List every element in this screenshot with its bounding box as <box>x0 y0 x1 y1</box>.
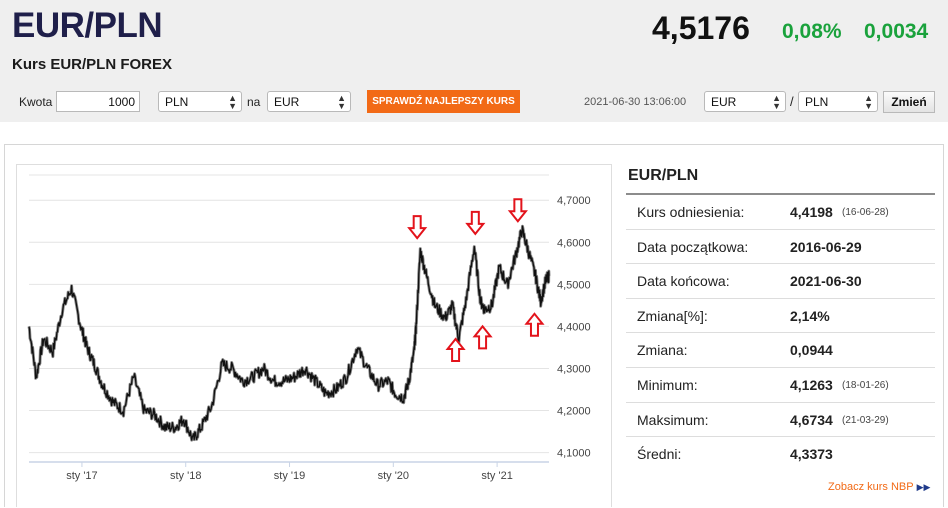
stats-value: 4,1263 <box>790 376 833 393</box>
y-tick-label: 4,2000 <box>557 406 591 418</box>
stats-value: 2,14% <box>790 307 830 324</box>
quote-timestamp: 2021-06-30 13:06:00 <box>584 96 687 108</box>
y-tick-label: 4,6000 <box>557 237 591 249</box>
stats-label: Data początkowa: <box>637 238 749 255</box>
y-tick-label: 4,3000 <box>557 363 591 375</box>
nbp-rate-link[interactable]: Zobacz kurs NBP ▶▶ <box>828 481 930 493</box>
pair-base-select[interactable]: EUR ▲ ▼ <box>704 91 786 112</box>
current-rate: 4,5176 <box>652 10 750 46</box>
nbp-link-label: Zobacz kurs NBP <box>828 481 914 493</box>
select-arrows-icon: ▲ ▼ <box>772 93 781 111</box>
stats-table: Kurs odniesienia: 4,4198 (16-06-28) Data po… <box>626 195 935 472</box>
amount-label: Kwota <box>19 95 53 109</box>
change-percent: 0,08% <box>782 20 842 43</box>
pair-quote-select[interactable]: PLN ▲ ▼ <box>798 91 878 112</box>
stats-label: Maksimum: <box>637 411 709 428</box>
stats-row: Minimum: 4,1263 (18-01-26) <box>626 368 935 403</box>
select-arrows-icon: ▲ ▼ <box>228 93 237 111</box>
up-arrow-icon <box>445 337 466 363</box>
to-label: na <box>247 95 261 109</box>
up-arrow-icon <box>472 324 493 350</box>
pair-separator: / <box>790 94 794 109</box>
y-tick-label: 4,7000 <box>557 195 591 207</box>
stats-row: Data początkowa: 2016-06-29 <box>626 230 935 265</box>
stats-value: 4,3373 <box>790 446 833 463</box>
from-currency-value: PLN <box>165 95 189 109</box>
select-arrows-icon: ▲ ▼ <box>337 93 346 111</box>
stats-value: 0,0944 <box>790 342 833 359</box>
stats-label: Data końcowa: <box>637 273 730 290</box>
to-currency-select[interactable]: EUR ▲ ▼ <box>267 91 351 112</box>
change-pair-button[interactable]: Zmień <box>883 91 935 113</box>
series-line-shadow <box>27 224 551 442</box>
stats-row: Średni: 4,3373 <box>626 437 935 472</box>
stats-row: Data końcowa: 2021-06-30 <box>626 264 935 299</box>
best-rate-button[interactable]: SPRAWDŹ NAJLEPSZY KURS <box>367 90 520 113</box>
series-line <box>28 225 550 441</box>
stats-date: (18-01-26) <box>842 379 889 391</box>
stats-date: (21-03-29) <box>842 414 889 426</box>
up-arrow-icon <box>524 312 545 337</box>
content-panel <box>4 144 944 507</box>
chart-canvas: 4,7000 4,6000 4,5000 4,4000 4,3000 4,2000 4,10… <box>27 174 591 482</box>
x-tick-label: sty '17 <box>66 470 97 482</box>
stats-label: Kurs odniesienia: <box>637 204 745 220</box>
x-tick-label: sty '19 <box>274 470 305 482</box>
change-absolute: 0,0034 <box>864 20 929 43</box>
pair-quote-value: PLN <box>805 95 829 109</box>
down-arrow-icon <box>507 198 528 223</box>
stats-label: Minimum: <box>637 376 698 393</box>
stats-label: Zmiana: <box>637 342 688 359</box>
x-tick-label: sty '20 <box>378 470 409 482</box>
rate-chart: 4,7000 4,6000 4,5000 4,4000 4,3000 4,2000 4,10… <box>16 164 612 507</box>
stats-value: 2021-06-30 <box>790 273 862 290</box>
down-arrow-icon <box>465 210 486 236</box>
x-tick-label: sty '18 <box>170 470 201 482</box>
pair-title: EUR/PLN <box>12 6 163 45</box>
y-tick-label: 4,1000 <box>557 448 591 460</box>
stats-row: Zmiana: 0,0944 <box>626 333 935 368</box>
y-tick-label: 4,5000 <box>557 279 591 291</box>
down-arrow-icon <box>407 215 428 240</box>
stats-label: Średni: <box>637 446 682 463</box>
stats-value: 2016-06-29 <box>790 238 862 255</box>
stats-row: Kurs odniesienia: 4,4198 (16-06-28) <box>626 195 935 230</box>
double-chevron-right-icon: ▶▶ <box>916 482 931 492</box>
stats-row: Zmiana[%]: 2,14% <box>626 299 935 334</box>
pair-base-value: EUR <box>711 95 737 109</box>
stats-value: 4,4198 <box>790 204 833 220</box>
stats-divider <box>626 193 935 195</box>
stats-date: (16-06-28) <box>842 207 889 218</box>
select-arrows-icon: ▲ ▼ <box>864 93 873 111</box>
stats-value: 4,6734 <box>790 411 833 428</box>
stats-row: Maksimum: 4,6734 (21-03-29) <box>626 403 935 438</box>
x-tick-label: sty '21 <box>481 470 512 482</box>
stats-title: EUR/PLN <box>628 167 699 184</box>
pair-subtitle: Kurs EUR/PLN FOREX <box>12 56 173 73</box>
y-tick-label: 4,4000 <box>557 321 591 333</box>
stats-label: Zmiana[%]: <box>637 307 708 324</box>
to-currency-value: EUR <box>274 95 300 109</box>
amount-input[interactable] <box>56 91 140 112</box>
from-currency-select[interactable]: PLN ▲ ▼ <box>158 91 242 112</box>
quote-header: EUR/PLN Kurs EUR/PLN FOREX 4,5176 0,08% … <box>0 0 948 122</box>
